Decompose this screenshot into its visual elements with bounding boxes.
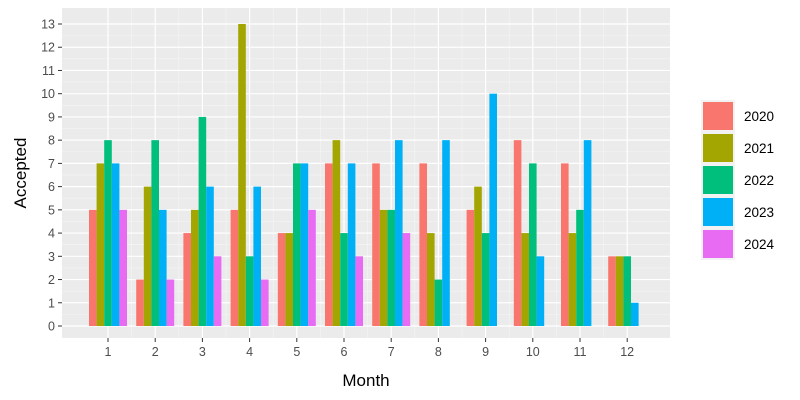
bar-2021-month-4 bbox=[238, 24, 246, 326]
bar-2022-month-11 bbox=[576, 209, 584, 326]
bar-2021-month-8 bbox=[427, 233, 435, 326]
bar-2022-month-6 bbox=[340, 233, 348, 326]
bar-2022-month-1 bbox=[104, 140, 112, 326]
bar-2020-month-3 bbox=[183, 233, 191, 326]
y-tick-label: 4 bbox=[48, 227, 55, 241]
x-axis-title: Month bbox=[342, 371, 389, 390]
bar-2023-month-12 bbox=[631, 302, 639, 326]
legend-label-2021: 2021 bbox=[744, 141, 774, 156]
y-tick-label: 6 bbox=[48, 180, 55, 194]
bar-2022-month-9 bbox=[481, 233, 490, 326]
bar-2021-month-11 bbox=[568, 233, 577, 326]
bar-2022-month-5 bbox=[293, 163, 301, 326]
x-tick-label: 10 bbox=[526, 345, 540, 359]
y-axis-title: Accepted bbox=[11, 138, 30, 209]
bar-2023-month-4 bbox=[253, 186, 261, 326]
bar-2023-month-11 bbox=[583, 140, 592, 326]
bar-2021-month-6 bbox=[332, 140, 341, 326]
legend-swatch-2022 bbox=[703, 166, 733, 194]
bar-2021-month-1 bbox=[96, 163, 105, 326]
bar-2023-month-7 bbox=[395, 140, 403, 326]
bar-2020-month-9 bbox=[466, 209, 475, 326]
x-tick-label: 2 bbox=[152, 345, 159, 359]
y-tick-label: 2 bbox=[48, 273, 55, 287]
y-tick-label: 7 bbox=[48, 157, 55, 171]
bar-2023-month-9 bbox=[489, 93, 497, 326]
bar-2020-month-12 bbox=[608, 256, 616, 326]
bar-2020-month-1 bbox=[89, 209, 97, 326]
bar-2022-month-4 bbox=[245, 256, 254, 326]
bar-2024-month-5 bbox=[308, 209, 316, 326]
bar-2020-month-6 bbox=[325, 163, 333, 326]
bar-2020-month-4 bbox=[230, 209, 239, 326]
bar-2024-month-7 bbox=[402, 233, 411, 326]
x-tick-label: 9 bbox=[482, 345, 489, 359]
bars bbox=[89, 24, 639, 326]
bar-2021-month-5 bbox=[285, 233, 293, 326]
bar-2024-month-2 bbox=[166, 279, 175, 326]
legend-label-2020: 2020 bbox=[744, 109, 774, 124]
x-tick-label: 7 bbox=[388, 345, 395, 359]
bar-2023-month-6 bbox=[347, 163, 356, 326]
x-axis: 1 2 3 4 5 6 7 8 9 10 11 12 bbox=[105, 338, 634, 359]
bar-2022-month-3 bbox=[198, 116, 207, 326]
y-tick-label: 9 bbox=[48, 110, 55, 124]
x-tick-label: 8 bbox=[435, 345, 442, 359]
bar-2021-month-10 bbox=[521, 233, 529, 326]
y-tick-label: 8 bbox=[48, 134, 55, 148]
y-tick-label: 12 bbox=[41, 41, 55, 55]
x-tick-label: 5 bbox=[293, 345, 300, 359]
bar-2021-month-9 bbox=[474, 186, 482, 326]
legend: 2020 2021 2022 2023 2024 bbox=[701, 100, 775, 260]
y-tick-label: 11 bbox=[42, 64, 55, 78]
x-tick-label: 1 bbox=[105, 345, 112, 359]
bar-2024-month-1 bbox=[119, 209, 127, 326]
bar-2022-month-12 bbox=[623, 256, 631, 326]
x-tick-label: 6 bbox=[341, 345, 348, 359]
bar-2022-month-8 bbox=[434, 279, 443, 326]
bar-2022-month-10 bbox=[529, 163, 537, 326]
legend-swatch-2024 bbox=[703, 230, 733, 258]
bar-2021-month-3 bbox=[191, 209, 199, 326]
bar-2021-month-12 bbox=[615, 256, 624, 326]
legend-label-2022: 2022 bbox=[744, 173, 774, 188]
bar-2023-month-5 bbox=[300, 163, 309, 326]
bar-2023-month-1 bbox=[111, 163, 120, 326]
x-tick-label: 12 bbox=[620, 345, 634, 359]
bar-2020-month-11 bbox=[561, 163, 569, 326]
bar-2023-month-10 bbox=[536, 256, 545, 326]
y-tick-label: 5 bbox=[48, 203, 55, 217]
bar-2020-month-8 bbox=[419, 163, 427, 326]
y-tick-label: 3 bbox=[48, 250, 55, 264]
bar-2024-month-3 bbox=[213, 256, 222, 326]
y-tick-label: 1 bbox=[48, 296, 55, 310]
y-tick-label: 10 bbox=[41, 87, 55, 101]
bar-2023-month-3 bbox=[206, 186, 214, 326]
legend-swatch-2023 bbox=[703, 198, 733, 226]
bar-2023-month-2 bbox=[159, 209, 167, 326]
legend-label-2024: 2024 bbox=[744, 237, 775, 252]
legend-swatch-2020 bbox=[703, 102, 733, 130]
bar-2022-month-2 bbox=[151, 140, 159, 326]
bar-2021-month-7 bbox=[379, 209, 388, 326]
bar-2020-month-5 bbox=[277, 233, 286, 326]
y-tick-label: 13 bbox=[41, 18, 55, 32]
bar-2021-month-2 bbox=[143, 186, 152, 326]
bar-2022-month-7 bbox=[387, 209, 395, 326]
bar-2024-month-6 bbox=[355, 256, 363, 326]
x-tick-label: 11 bbox=[574, 345, 587, 359]
bar-2023-month-8 bbox=[442, 140, 450, 326]
bar-2020-month-10 bbox=[513, 140, 522, 326]
x-tick-label: 4 bbox=[246, 345, 253, 359]
y-tick-label: 0 bbox=[48, 320, 55, 334]
bar-2020-month-2 bbox=[136, 279, 144, 326]
legend-label-2023: 2023 bbox=[744, 205, 774, 220]
legend-swatch-2021 bbox=[703, 134, 733, 162]
bar-2024-month-4 bbox=[261, 279, 269, 326]
bar-2020-month-7 bbox=[372, 163, 380, 326]
x-tick-label: 3 bbox=[199, 345, 206, 359]
